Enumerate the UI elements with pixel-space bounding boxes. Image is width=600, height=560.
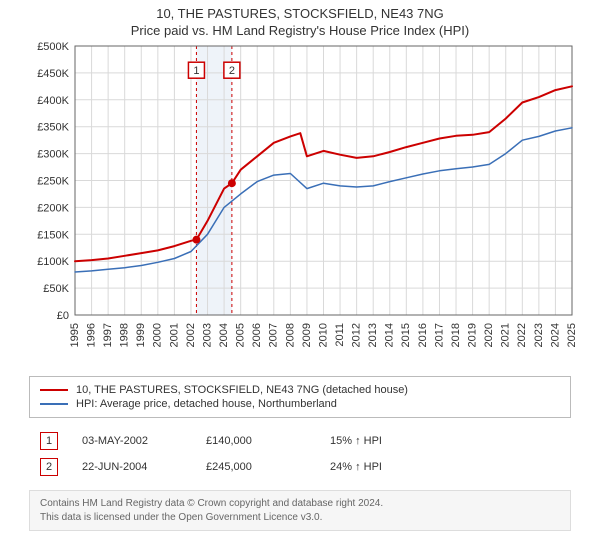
svg-text:2021: 2021	[500, 323, 512, 347]
svg-text:£200K: £200K	[37, 202, 69, 214]
event-marker: 2	[40, 458, 58, 476]
footer-attribution: Contains HM Land Registry data © Crown c…	[29, 490, 571, 531]
svg-text:2012: 2012	[351, 323, 363, 347]
svg-text:2019: 2019	[467, 323, 479, 347]
svg-text:2: 2	[229, 65, 235, 77]
svg-text:2022: 2022	[516, 323, 528, 347]
svg-text:£300K: £300K	[37, 149, 69, 161]
svg-text:£400K: £400K	[37, 95, 69, 107]
legend: 10, THE PASTURES, STOCKSFIELD, NE43 7NG …	[29, 376, 571, 418]
svg-text:2020: 2020	[483, 323, 495, 347]
svg-text:1999: 1999	[135, 323, 147, 347]
svg-text:2000: 2000	[152, 323, 164, 347]
svg-text:2001: 2001	[168, 323, 180, 347]
svg-text:2005: 2005	[235, 323, 247, 347]
svg-text:2008: 2008	[284, 323, 296, 347]
chart-container: 10, THE PASTURES, STOCKSFIELD, NE43 7NG …	[0, 0, 600, 531]
footer-line-2: This data is licensed under the Open Gov…	[40, 511, 560, 525]
svg-text:2002: 2002	[185, 323, 197, 347]
svg-text:2025: 2025	[566, 323, 578, 347]
svg-text:£250K: £250K	[37, 176, 69, 188]
svg-text:2004: 2004	[218, 323, 230, 347]
svg-text:1998: 1998	[119, 323, 131, 347]
event-row: 1 03-MAY-2002 £140,000 15% ↑ HPI	[40, 428, 560, 454]
line-chart-svg: £0 £50K £100K £150K £200K £250K £300K £350K £400…	[20, 40, 580, 370]
svg-text:£500K: £500K	[37, 41, 69, 53]
svg-text:2023: 2023	[533, 323, 545, 347]
svg-text:2018: 2018	[450, 323, 462, 347]
svg-text:£50K: £50K	[43, 283, 69, 295]
event-date: 03-MAY-2002	[82, 435, 182, 447]
event-price: £245,000	[206, 461, 306, 473]
event-date: 22-JUN-2004	[82, 461, 182, 473]
svg-text:1995: 1995	[69, 323, 81, 347]
svg-text:2010: 2010	[317, 323, 329, 347]
svg-text:£0: £0	[57, 310, 69, 322]
footer-line-1: Contains HM Land Registry data © Crown c…	[40, 497, 560, 511]
svg-text:2013: 2013	[367, 323, 379, 347]
svg-text:2014: 2014	[384, 323, 396, 347]
svg-text:2006: 2006	[251, 323, 263, 347]
event-price: £140,000	[206, 435, 306, 447]
title-address: 10, THE PASTURES, STOCKSFIELD, NE43 7NG	[0, 6, 600, 21]
svg-text:2011: 2011	[334, 323, 346, 347]
svg-text:2009: 2009	[301, 323, 313, 347]
legend-row: 10, THE PASTURES, STOCKSFIELD, NE43 7NG …	[40, 383, 560, 397]
event-marker: 1	[40, 432, 58, 450]
title-subtitle: Price paid vs. HM Land Registry's House …	[0, 23, 600, 38]
legend-label: 10, THE PASTURES, STOCKSFIELD, NE43 7NG …	[76, 384, 408, 396]
svg-text:1: 1	[193, 65, 199, 77]
svg-text:£450K: £450K	[37, 68, 69, 80]
svg-text:2015: 2015	[400, 323, 412, 347]
svg-text:2003: 2003	[201, 323, 213, 347]
event-table: 1 03-MAY-2002 £140,000 15% ↑ HPI 2 22-JUN-200…	[40, 428, 560, 480]
svg-text:1996: 1996	[85, 323, 97, 347]
svg-text:2016: 2016	[417, 323, 429, 347]
svg-text:2024: 2024	[549, 323, 561, 347]
event-delta: 15% ↑ HPI	[330, 435, 430, 447]
svg-text:2007: 2007	[268, 323, 280, 347]
svg-text:1997: 1997	[102, 323, 114, 347]
title-block: 10, THE PASTURES, STOCKSFIELD, NE43 7NG …	[0, 0, 600, 40]
legend-swatch	[40, 403, 68, 405]
svg-text:£150K: £150K	[37, 229, 69, 241]
svg-text:£100K: £100K	[37, 256, 69, 268]
svg-text:2017: 2017	[433, 323, 445, 347]
legend-row: HPI: Average price, detached house, Nort…	[40, 397, 560, 411]
event-delta: 24% ↑ HPI	[330, 461, 430, 473]
legend-label: HPI: Average price, detached house, Nort…	[76, 398, 337, 410]
legend-swatch	[40, 389, 68, 391]
event-row: 2 22-JUN-2004 £245,000 24% ↑ HPI	[40, 454, 560, 480]
svg-text:£350K: £350K	[37, 122, 69, 134]
chart-area: £0 £50K £100K £150K £200K £250K £300K £350K £400…	[20, 40, 580, 370]
